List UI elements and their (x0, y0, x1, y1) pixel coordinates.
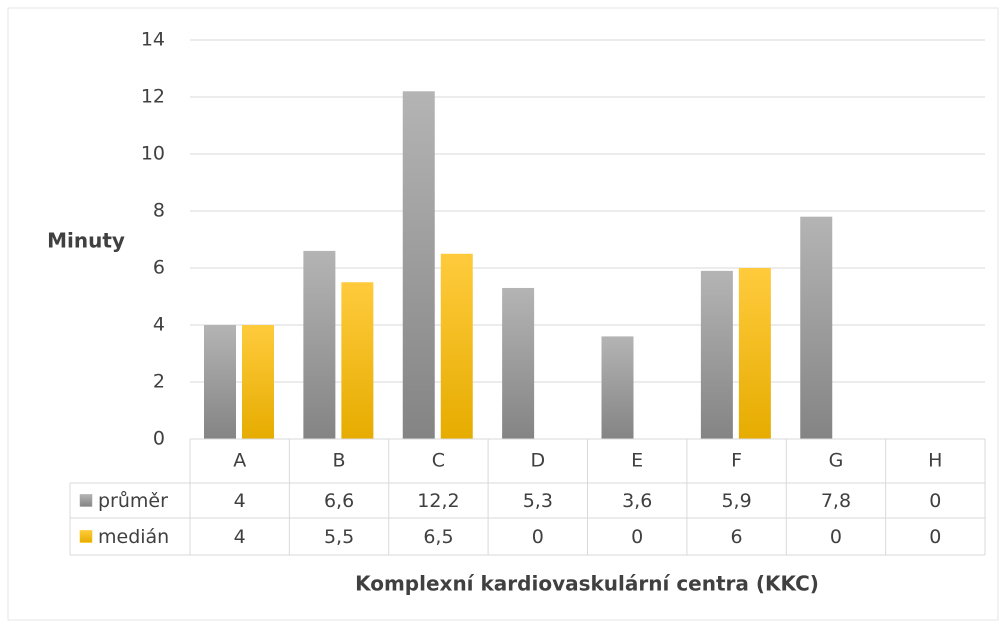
x-tick-label: E (631, 450, 643, 472)
x-tick-label: D (530, 450, 545, 472)
table-cell: 6 (731, 526, 743, 548)
table-cell: 12,2 (417, 490, 459, 512)
bar (601, 336, 634, 439)
x-tick-label: H (928, 450, 942, 472)
bar (502, 287, 535, 439)
table-cell: 4 (234, 526, 246, 548)
bar (303, 250, 336, 439)
bar (738, 268, 771, 439)
table-cell: 6,6 (324, 490, 354, 512)
table-cell: 4 (234, 490, 246, 512)
legend-label: průměr (98, 490, 168, 512)
table-cell: 0 (929, 526, 941, 548)
y-tick-label: 4 (153, 314, 165, 336)
table-cell: 5,5 (324, 526, 354, 548)
bar (800, 216, 833, 439)
y-tick-label: 12 (141, 86, 165, 108)
bar (440, 253, 473, 439)
x-tick-label: F (731, 450, 742, 472)
bar (341, 282, 374, 439)
table-cell: 5,3 (523, 490, 553, 512)
y-tick-label: 0 (153, 428, 165, 450)
table-cell: 0 (631, 526, 643, 548)
x-tick-label: B (333, 450, 346, 472)
x-tick-label: C (432, 450, 445, 472)
bar (242, 325, 274, 439)
y-tick-label: 2 (153, 371, 165, 393)
bar (402, 91, 435, 440)
table-cell: 5,9 (721, 490, 751, 512)
table-cell: 0 (532, 526, 544, 548)
x-tick-label: A (233, 450, 246, 472)
table-cell: 7,8 (821, 490, 851, 512)
y-tick-label: 14 (141, 29, 165, 51)
y-tick-label: 6 (153, 257, 165, 279)
y-tick-label: 10 (141, 143, 165, 165)
legend-swatch (79, 530, 93, 543)
bar (204, 325, 236, 439)
table-cell: 6,5 (423, 526, 453, 548)
table-cell: 0 (929, 490, 941, 512)
x-axis-title: Komplexní kardiovaskulární centra (KKC) (355, 572, 819, 596)
table-cell: 3,6 (622, 490, 652, 512)
frame (7, 7, 999, 621)
bar (700, 270, 733, 439)
y-tick-label: 8 (153, 200, 165, 222)
x-tick-label: G (829, 450, 844, 472)
legend-label: medián (98, 526, 169, 548)
legend-swatch (79, 494, 93, 507)
y-axis-title: Minuty (47, 229, 125, 253)
table-cell: 0 (830, 526, 842, 548)
